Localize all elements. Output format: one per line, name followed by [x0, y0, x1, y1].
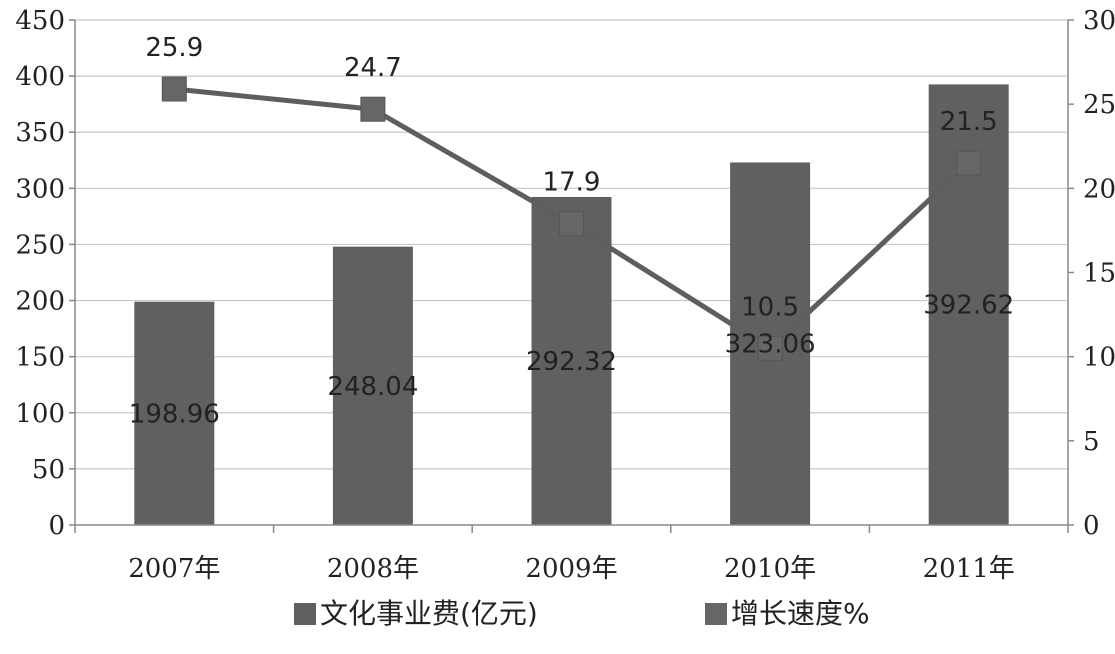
y-left-tick-label: 150 — [15, 343, 65, 373]
legend-swatch-bar — [294, 603, 316, 625]
x-tick-label: 2008年 — [327, 554, 419, 584]
growth-value-label: 21.5 — [940, 107, 998, 137]
bar-2008年 — [332, 246, 413, 526]
growth-value-label: 17.9 — [543, 168, 601, 198]
y-right-tick-label: 20 — [1083, 174, 1115, 204]
growth-marker-2010年 — [757, 335, 783, 361]
bar-value-label: 292.32 — [526, 347, 617, 377]
y-left-tick-label: 200 — [15, 287, 65, 317]
bar-value-label: 248.04 — [327, 372, 418, 402]
bar-value-label: 392.62 — [923, 291, 1014, 321]
growth-marker-2011年 — [956, 150, 982, 176]
x-tick-label: 2010年 — [724, 554, 816, 584]
data-labels: 198.96 248.04 292.32 323.06 392.62 25.9 24.7 17… — [129, 33, 1014, 429]
legend-label-line: 增长速度% — [731, 597, 870, 630]
y-left-tick-label: 400 — [15, 62, 65, 92]
y-left-tick-label: 0 — [48, 511, 65, 541]
legend: 文化事业费(亿元) 增长速度% — [294, 597, 870, 630]
line-series — [161, 76, 982, 361]
y-right-tick-label: 5 — [1083, 427, 1100, 457]
y-right-tick-label: 25 — [1083, 90, 1115, 120]
y-left-tick-label: 350 — [15, 118, 65, 148]
growth-marker-2009年 — [559, 211, 584, 237]
bar-value-label: 323.06 — [725, 330, 816, 360]
bar-value-label: 198.96 — [129, 399, 220, 429]
axes: 0 50 100 150 200 250 300 350 400 450 0 5 10 15 20 25 30 2… — [15, 6, 1115, 584]
y-right-tick-label: 30 — [1083, 6, 1115, 36]
growth-value-label: 10.5 — [741, 292, 799, 322]
y-right-tick-label: 15 — [1083, 259, 1115, 289]
bar-2009年 — [531, 196, 612, 525]
y-left-tick-label: 100 — [15, 399, 65, 429]
bar-2007年 — [134, 301, 215, 525]
y-left-tick-label: 50 — [32, 455, 65, 485]
y-right-tick-label: 10 — [1083, 343, 1115, 373]
growth-marker-2008年 — [360, 96, 386, 122]
growth-value-label: 24.7 — [344, 53, 402, 83]
x-tick-label: 2009年 — [525, 554, 617, 584]
y-right-tick-label: 0 — [1083, 511, 1100, 541]
y-left-tick-label: 450 — [15, 6, 65, 36]
growth-marker-2007年 — [161, 76, 187, 102]
bar-series — [134, 84, 1009, 526]
x-tick-label: 2011年 — [923, 554, 1015, 584]
legend-label-bar: 文化事业费(亿元) — [320, 597, 538, 630]
y-left-tick-label: 250 — [15, 230, 65, 260]
legend-swatch-line — [705, 603, 727, 625]
growth-value-label: 25.9 — [145, 33, 203, 63]
x-tick-label: 2007年 — [128, 554, 220, 584]
y-left-tick-label: 300 — [15, 174, 65, 204]
